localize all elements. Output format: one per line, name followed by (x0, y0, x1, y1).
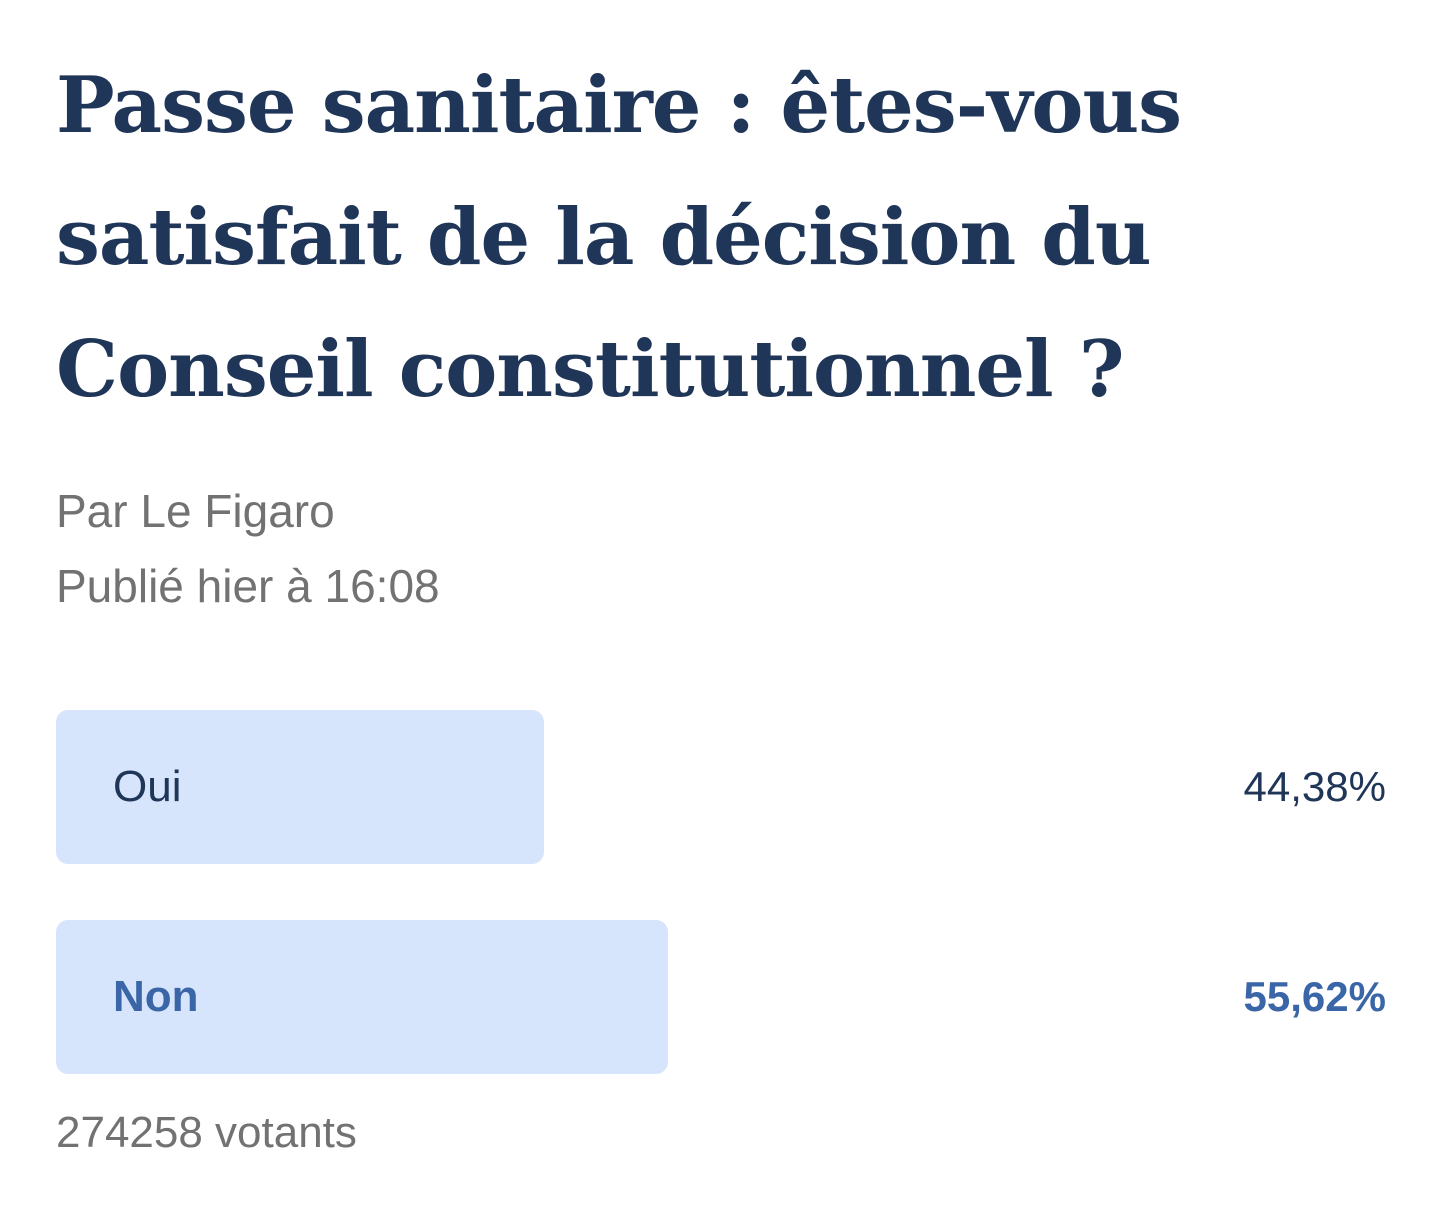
poll-option-percent: 44,38% (1243, 763, 1386, 810)
poll-result-bar-non (56, 920, 668, 1074)
poll-option-non[interactable]: Non 55,62% (56, 920, 1386, 1074)
poll-option-label: Non (113, 972, 199, 1021)
poll-author: Par Le Figaro (56, 485, 335, 537)
poll-option-oui[interactable]: Oui 44,38% (56, 710, 1386, 864)
poll-title: Passe sanitaire : êtes-vous satisfait de… (56, 60, 1182, 415)
poll-voter-count: 274258 votants (56, 1108, 357, 1157)
poll-option-label: Oui (113, 762, 182, 811)
poll-published-date: Publié hier à 16:08 (56, 560, 440, 612)
poll-result-bar-oui (56, 710, 545, 864)
poll-option-percent: 55,62% (1243, 973, 1386, 1020)
